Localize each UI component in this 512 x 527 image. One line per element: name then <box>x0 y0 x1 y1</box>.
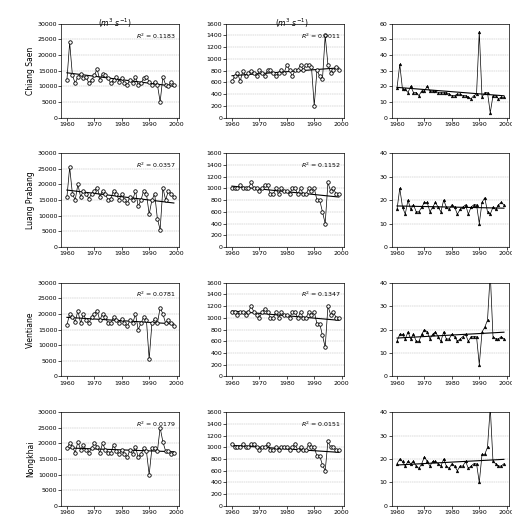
Y-axis label: Luang Prabang: Luang Prabang <box>26 171 35 229</box>
Text: $(m^3\ s^{-1})$: $(m^3\ s^{-1})$ <box>98 17 132 30</box>
Text: $R^2$ = 0.0781: $R^2$ = 0.0781 <box>136 290 176 299</box>
Text: $R^2$ = 0.1183: $R^2$ = 0.1183 <box>136 31 176 41</box>
Text: $R^2$ = 0.1152: $R^2$ = 0.1152 <box>301 161 341 170</box>
Text: $R^2$ = 0.0357: $R^2$ = 0.0357 <box>136 161 176 170</box>
Text: $(m^3\ s^{-1})$: $(m^3\ s^{-1})$ <box>275 17 309 30</box>
Text: $R^2$ = 0.0151: $R^2$ = 0.0151 <box>301 419 341 429</box>
Y-axis label: Vientiane: Vientiane <box>26 311 35 348</box>
Text: $R^2$ = 0.0011: $R^2$ = 0.0011 <box>301 31 341 41</box>
Y-axis label: Nongkhai: Nongkhai <box>26 441 35 477</box>
Text: $R^2$ = 0.0179: $R^2$ = 0.0179 <box>136 419 176 429</box>
Text: $R^2$ = 0.1347: $R^2$ = 0.1347 <box>301 290 341 299</box>
Y-axis label: Chiang Saen: Chiang Saen <box>26 46 35 95</box>
